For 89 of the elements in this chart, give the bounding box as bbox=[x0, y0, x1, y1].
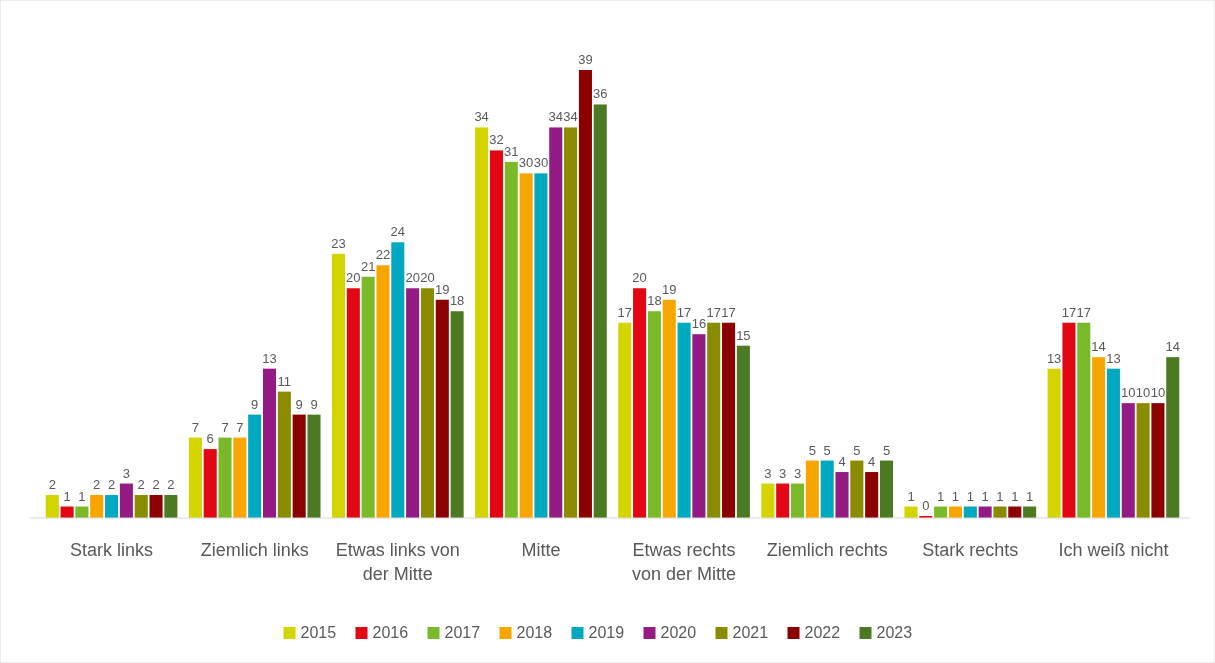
data-label: 16 bbox=[691, 316, 707, 332]
data-label: 10 bbox=[1135, 385, 1151, 401]
data-label: 1 bbox=[78, 488, 86, 504]
x-tick-label: Ziemlich links bbox=[200, 540, 309, 560]
data-label: 9 bbox=[251, 396, 259, 412]
data-label: 30 bbox=[533, 155, 549, 171]
data-label: 15 bbox=[736, 327, 751, 343]
data-label: 4 bbox=[838, 454, 846, 470]
data-label: 2 bbox=[137, 477, 145, 493]
data-label: 2 bbox=[167, 477, 175, 493]
data-label: 3 bbox=[793, 465, 802, 481]
x-tick-label: Ich weiß nicht bbox=[1058, 540, 1169, 560]
data-label: 17 bbox=[1061, 304, 1077, 320]
data-label: 1 bbox=[981, 488, 989, 504]
x-tick-label: Etwas rechts von der Mitte bbox=[632, 540, 737, 584]
legend-label: 2018 bbox=[516, 624, 553, 641]
data-label: 9 bbox=[310, 396, 318, 412]
legend-label: 2017 bbox=[444, 624, 481, 641]
data-label: 11 bbox=[277, 373, 292, 389]
data-label: 13 bbox=[262, 350, 277, 366]
data-label: 17 bbox=[676, 304, 692, 320]
data-label: 23 bbox=[331, 235, 346, 251]
data-label: 5 bbox=[853, 442, 861, 458]
data-label: 32 bbox=[489, 132, 504, 148]
data-label: 17 bbox=[721, 304, 736, 320]
data-label: 4 bbox=[868, 454, 876, 470]
data-label: 2 bbox=[107, 477, 116, 493]
legend-label: 2015 bbox=[300, 624, 337, 641]
data-label: 5 bbox=[823, 442, 831, 458]
data-label: 39 bbox=[578, 52, 593, 67]
data-label: 18 bbox=[449, 293, 465, 309]
data-label: 34 bbox=[474, 109, 489, 125]
data-label: 20 bbox=[420, 270, 435, 286]
x-tick-label: Stark links bbox=[70, 540, 154, 560]
data-label: 1 bbox=[1011, 488, 1019, 504]
data-label: 17 bbox=[706, 304, 721, 320]
data-label: 1 bbox=[937, 488, 945, 504]
data-label: 14 bbox=[1091, 339, 1106, 355]
data-label: 20 bbox=[405, 270, 420, 286]
data-label: 13 bbox=[1046, 350, 1062, 366]
x-tick-label: Stark rechts bbox=[922, 540, 1019, 560]
data-label: 9 bbox=[295, 396, 303, 412]
data-label: 6 bbox=[206, 431, 214, 447]
data-label: 7 bbox=[221, 419, 229, 435]
data-label: 19 bbox=[435, 281, 450, 297]
data-label: 2 bbox=[152, 477, 160, 493]
data-label: 5 bbox=[808, 442, 816, 458]
legend-label: 2023 bbox=[876, 624, 913, 641]
legend-label: 2016 bbox=[372, 624, 409, 641]
data-label: 21 bbox=[360, 258, 376, 274]
data-label: 3 bbox=[779, 465, 787, 481]
data-label: 18 bbox=[647, 293, 662, 309]
data-label: 1 bbox=[907, 488, 915, 504]
legend-label: 2022 bbox=[804, 624, 841, 641]
data-label: 34 bbox=[563, 109, 578, 125]
data-label: 19 bbox=[662, 281, 677, 297]
x-tick-label: Mitte bbox=[521, 540, 561, 560]
data-label: 0 bbox=[922, 498, 930, 513]
data-label: 2 bbox=[93, 477, 101, 493]
data-label: 2 bbox=[48, 477, 56, 493]
data-label: 20 bbox=[632, 270, 647, 286]
x-tick-label: Ziemlich rechts bbox=[766, 540, 888, 560]
data-label: 30 bbox=[518, 155, 534, 171]
data-label: 1 bbox=[63, 488, 71, 504]
data-label: 13 bbox=[1106, 350, 1121, 366]
data-label: 7 bbox=[191, 419, 199, 435]
data-label: 17 bbox=[617, 304, 632, 320]
data-label: 34 bbox=[548, 109, 563, 125]
data-label: 3 bbox=[122, 465, 131, 481]
data-label: 5 bbox=[882, 442, 891, 458]
data-label: 1 bbox=[951, 488, 960, 504]
x-tick-label: Etwas links von der Mitte bbox=[335, 540, 460, 584]
data-label: 10 bbox=[1121, 385, 1136, 401]
data-label: 7 bbox=[236, 419, 244, 435]
legend-label: 2019 bbox=[588, 624, 625, 641]
legend-label: 2020 bbox=[660, 624, 697, 641]
data-label: 1 bbox=[966, 488, 974, 504]
data-label: 3 bbox=[764, 465, 772, 481]
data-label: 1 bbox=[996, 488, 1004, 504]
data-label: 36 bbox=[593, 86, 608, 102]
data-label: 1 bbox=[1026, 488, 1034, 504]
data-label: 22 bbox=[375, 247, 391, 263]
data-label: 17 bbox=[1076, 304, 1092, 320]
legend-label: 2021 bbox=[732, 624, 769, 641]
data-label: 24 bbox=[390, 224, 406, 240]
data-label: 31 bbox=[504, 143, 519, 159]
data-label: 14 bbox=[1165, 339, 1180, 355]
data-label: 20 bbox=[346, 270, 361, 286]
data-label: 10 bbox=[1150, 385, 1166, 401]
